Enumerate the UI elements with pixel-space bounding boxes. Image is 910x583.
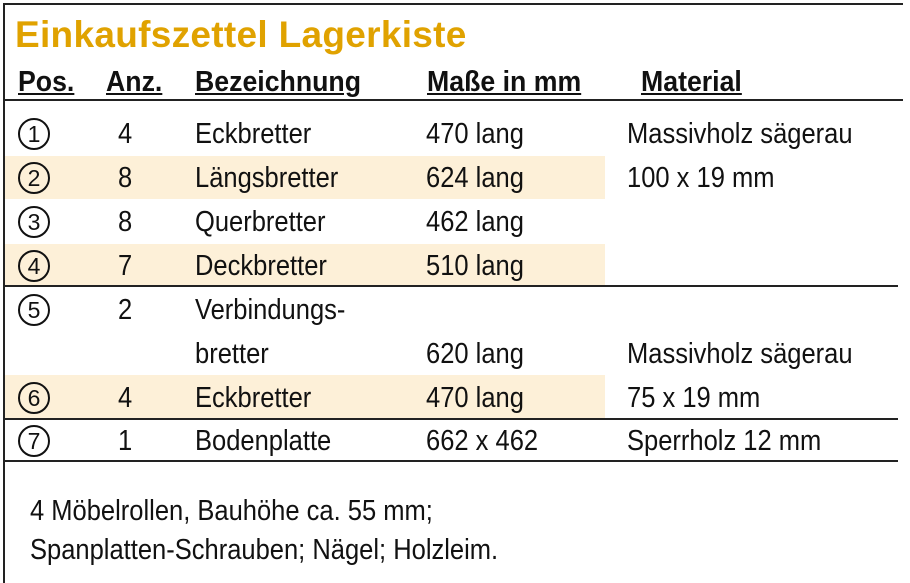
description-cell: Bodenplatte [195, 425, 332, 457]
material-cell: Massivholz sägerau [627, 338, 853, 370]
header-rule [5, 99, 903, 101]
quantity-cell: 4 [118, 118, 133, 150]
dimension-cell: 510 lang [426, 250, 524, 282]
section-divider [5, 418, 898, 420]
dimension-cell: 470 lang [426, 382, 524, 414]
quantity-cell: 8 [118, 206, 133, 238]
column-header-pos: Pos. [18, 66, 75, 98]
material-cell: 100 x 19 mm [627, 162, 775, 194]
position-number-circle: 4 [18, 250, 50, 282]
column-header-bezeichnung: Bezeichnung [195, 66, 362, 98]
dimension-cell: 620 lang [426, 338, 524, 370]
dimension-cell: 462 lang [426, 206, 524, 238]
shopping-list-frame [3, 3, 903, 583]
description-cell: Deckbretter [195, 250, 327, 282]
description-cell: bretter [195, 338, 269, 370]
position-number-circle: 6 [18, 382, 50, 414]
row-highlight [5, 375, 605, 418]
description-cell: Verbindungs- [195, 294, 346, 326]
material-cell: Massivholz sägerau [627, 118, 853, 150]
description-cell: Eckbretter [195, 118, 312, 150]
position-number-circle: 7 [18, 425, 50, 457]
dimension-cell: 624 lang [426, 162, 524, 194]
description-cell: Querbretter [195, 206, 326, 238]
dimension-cell: 662 x 462 [426, 425, 539, 457]
note-line: Spanplatten-Schrauben; Nägel; Holzleim. [30, 534, 499, 566]
column-header-anz: Anz. [106, 66, 163, 98]
quantity-cell: 4 [118, 382, 133, 414]
column-header-masse: Maße in mm [427, 66, 582, 98]
quantity-cell: 1 [118, 425, 133, 457]
quantity-cell: 8 [118, 162, 133, 194]
column-header-material: Material [641, 66, 742, 98]
section-divider [5, 460, 898, 462]
position-number-circle: 1 [18, 118, 50, 150]
document-title: Einkaufszettel Lagerkiste [15, 14, 467, 55]
material-cell: 75 x 19 mm [627, 382, 761, 414]
position-number-circle: 5 [18, 294, 50, 326]
quantity-cell: 2 [118, 294, 133, 326]
row-highlight [5, 156, 605, 199]
note-line: 4 Möbelrollen, Bauhöhe ca. 55 mm; [30, 495, 433, 527]
description-cell: Längsbretter [195, 162, 339, 194]
position-number-circle: 3 [18, 206, 50, 238]
position-number-circle: 2 [18, 162, 50, 194]
quantity-cell: 7 [118, 250, 133, 282]
dimension-cell: 470 lang [426, 118, 524, 150]
description-cell: Eckbretter [195, 382, 312, 414]
material-cell: Sperrholz 12 mm [627, 425, 822, 457]
section-divider [5, 285, 898, 287]
row-highlight [5, 244, 605, 287]
